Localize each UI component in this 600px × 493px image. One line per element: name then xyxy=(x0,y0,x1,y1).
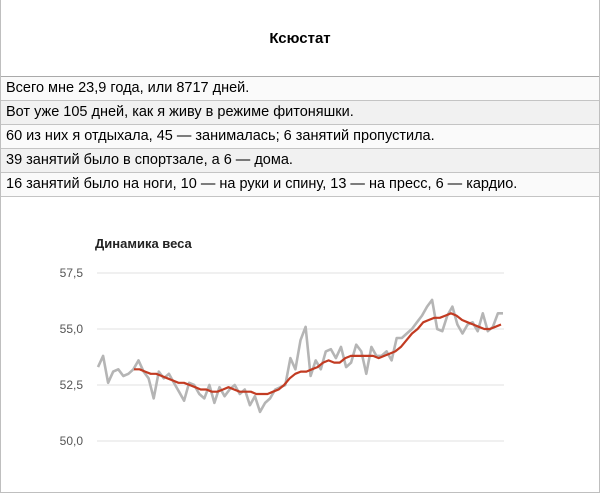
chart-title: Динамика веса xyxy=(95,236,192,251)
stat-rest-workouts: 60 из них я отдыхала, 45 — занималась; 6… xyxy=(1,125,599,149)
stat-days-fitness: Вот уже 105 дней, как я живу в режиме фи… xyxy=(1,101,599,125)
y-tick-label: 55,0 xyxy=(60,322,84,336)
y-tick-label: 52,5 xyxy=(60,378,84,392)
page-title: Ксюстат xyxy=(1,0,599,76)
stat-workout-types: 16 занятий было на ноги, 10 — на руки и … xyxy=(1,173,599,197)
weight-chart: 50,0 52,5 55,0 57,5 xyxy=(60,266,504,448)
series-line-trend xyxy=(134,312,502,396)
stat-age: Всего мне 23,9 года, или 8717 дней. xyxy=(1,77,599,101)
stat-gym-home: 39 занятий было в спортзале, а 6 — дома. xyxy=(1,149,599,173)
y-tick-label: 57,5 xyxy=(60,266,84,280)
y-tick-label: 50,0 xyxy=(60,434,84,448)
stats-list: Всего мне 23,9 года, или 8717 дней. Вот … xyxy=(1,76,599,197)
weight-chart-panel: Динамика веса 50,0 52,5 55,0 57,5 xyxy=(1,214,599,491)
